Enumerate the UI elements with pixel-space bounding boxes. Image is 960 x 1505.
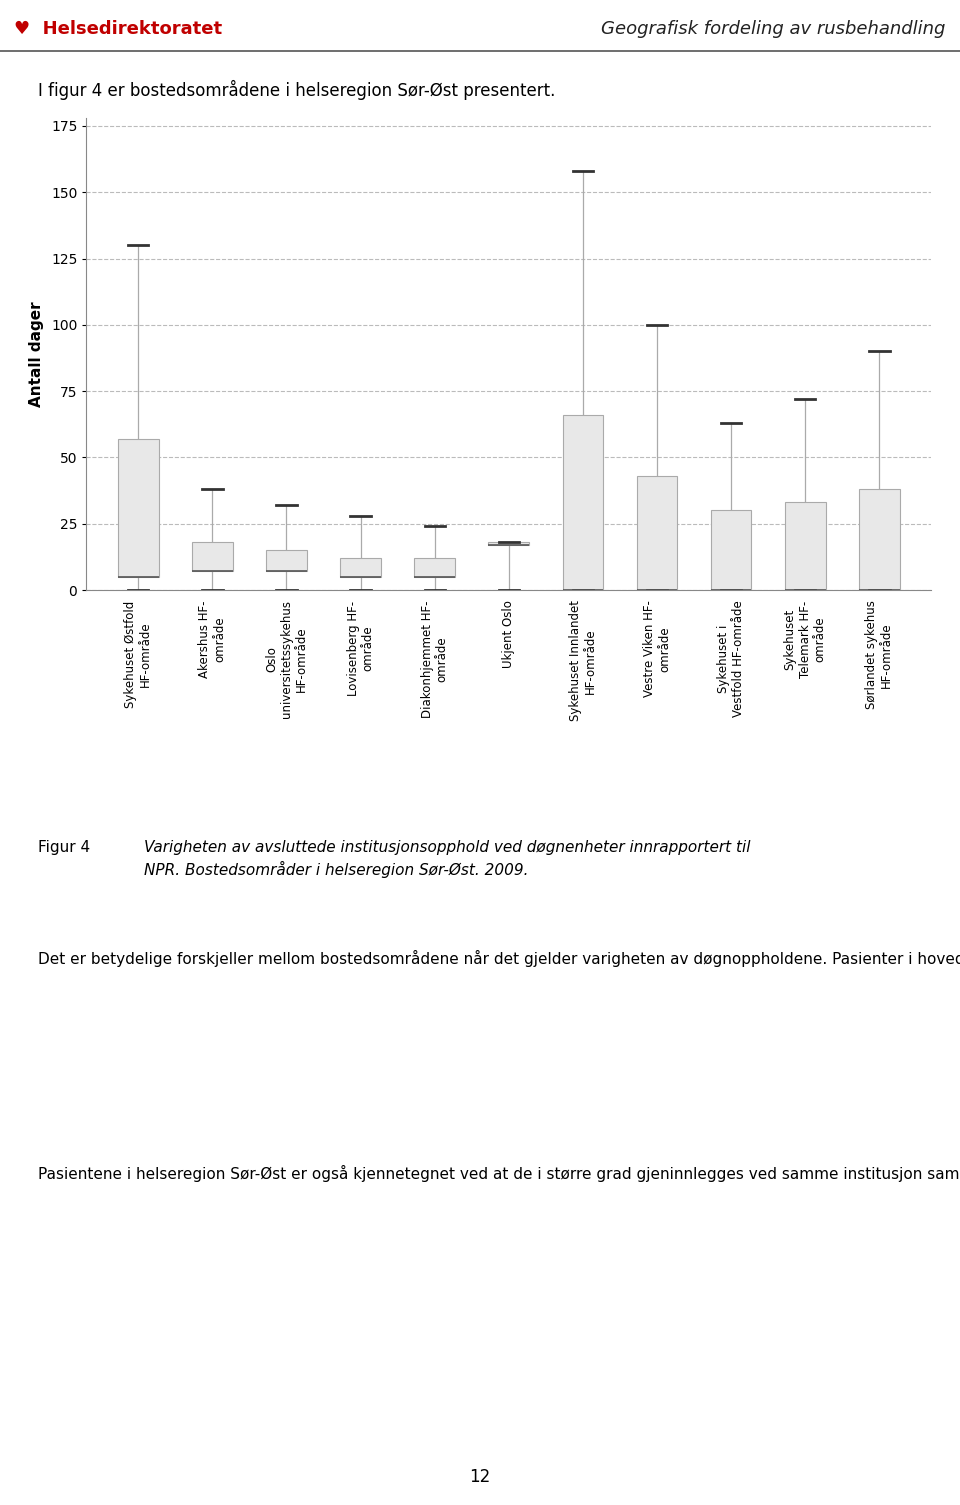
PathPatch shape	[340, 558, 381, 576]
PathPatch shape	[563, 415, 603, 590]
PathPatch shape	[710, 510, 752, 590]
PathPatch shape	[785, 503, 826, 590]
Y-axis label: Antall dager: Antall dager	[29, 301, 44, 406]
Text: Figur 4: Figur 4	[38, 840, 90, 855]
PathPatch shape	[489, 542, 529, 545]
PathPatch shape	[859, 489, 900, 590]
Text: Varigheten av avsluttede institusjonsopphold ved døgnenheter innrapportert til
N: Varigheten av avsluttede institusjonsopp…	[144, 840, 751, 877]
Text: Geografisk fordeling av rusbehandling: Geografisk fordeling av rusbehandling	[601, 20, 946, 38]
PathPatch shape	[118, 439, 158, 576]
Text: ♥  Helsedirektoratet: ♥ Helsedirektoratet	[14, 20, 223, 38]
PathPatch shape	[636, 476, 678, 590]
PathPatch shape	[415, 558, 455, 576]
PathPatch shape	[266, 551, 307, 572]
Text: Pasientene i helseregion Sør-Øst er også kjennetegnet ved at de i større grad gj: Pasientene i helseregion Sør-Øst er også…	[38, 1165, 960, 1181]
Text: I figur 4 er bostedsområdene i helseregion Sør-Øst presentert.: I figur 4 er bostedsområdene i helseregi…	[38, 80, 556, 99]
Text: 12: 12	[469, 1469, 491, 1487]
PathPatch shape	[192, 542, 232, 572]
Text: Det er betydelige forskjeller mellom bostedsområdene når det gjelder varigheten : Det er betydelige forskjeller mellom bos…	[38, 950, 960, 968]
